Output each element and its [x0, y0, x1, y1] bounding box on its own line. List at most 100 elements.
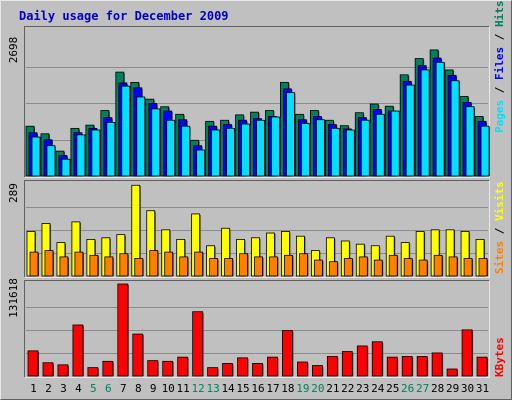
bar-pages-day-19 — [301, 123, 310, 177]
day-label-6: 6 — [105, 382, 112, 395]
bar-kbytes-day-31 — [476, 356, 488, 377]
bar-sites-day-12 — [194, 251, 204, 277]
bar-pages-day-8 — [136, 96, 146, 177]
legend-sites: Sites — [493, 241, 506, 274]
day-label-21: 21 — [326, 382, 339, 395]
bar-kbytes-day-24 — [371, 341, 383, 377]
bar-sites-day-16 — [254, 256, 263, 277]
bar-kbytes-day-13 — [207, 367, 219, 377]
legend-separator: / — [493, 80, 506, 100]
kbytes-bars — [27, 283, 489, 377]
bar-kbytes-day-27 — [416, 356, 428, 377]
day-label-3: 3 — [60, 382, 67, 395]
day-label-10: 10 — [162, 382, 175, 395]
day-label-18: 18 — [281, 382, 294, 395]
bar-pages-day-25 — [390, 110, 400, 177]
bar-sites-day-4 — [74, 251, 84, 277]
bar-sites-day-22 — [343, 258, 353, 277]
bar-pages-day-31 — [480, 125, 490, 177]
bar-pages-day-20 — [315, 119, 325, 177]
day-label-7: 7 — [120, 382, 127, 395]
bar-pages-day-5 — [91, 129, 101, 177]
day-label-29: 29 — [446, 382, 459, 395]
bar-kbytes-day-10 — [162, 360, 174, 377]
day-label-31: 31 — [476, 382, 489, 395]
bar-kbytes-day-2 — [42, 362, 54, 377]
bar-kbytes-day-7 — [117, 283, 129, 377]
day-label-25: 25 — [386, 382, 399, 395]
bar-pages-day-22 — [345, 129, 355, 177]
bar-sites-day-2 — [44, 250, 54, 277]
bar-kbytes-day-28 — [431, 352, 443, 377]
bar-sites-day-10 — [164, 251, 174, 277]
bar-kbytes-day-22 — [341, 351, 353, 377]
bar-kbytes-day-18 — [282, 330, 293, 377]
legend-hits: Hits — [493, 1, 506, 28]
visits-panel-legend: Sites / Visits — [493, 181, 506, 274]
chart-panel-3-border-dark — [24, 280, 490, 378]
bar-kbytes-day-23 — [356, 345, 368, 377]
day-label-16: 16 — [251, 382, 264, 395]
bar-kbytes-day-9 — [147, 360, 159, 377]
bar-kbytes-day-5 — [87, 367, 99, 377]
bar-kbytes-day-3 — [57, 364, 69, 377]
day-label-4: 4 — [75, 382, 82, 395]
chart-panel-2-border-light — [24, 180, 490, 278]
svg-text:Sites / Visits: Sites / Visits — [493, 181, 506, 274]
chart-title: Daily usage for December 2009 — [19, 9, 229, 23]
day-label-9: 9 — [150, 382, 157, 395]
bar-pages-day-28 — [435, 61, 445, 177]
day-label-8: 8 — [135, 382, 142, 395]
day-label-13: 13 — [206, 382, 219, 395]
day-label-17: 17 — [266, 382, 279, 395]
day-label-19: 19 — [296, 382, 309, 395]
bar-sites-day-18 — [284, 254, 293, 277]
hits-panel-legend: Pages / Files / Hits — [493, 1, 506, 134]
kbytes-panel-legend: KBytes — [493, 337, 506, 377]
day-label-24: 24 — [371, 382, 385, 395]
legend-visits: Visits — [493, 181, 506, 221]
day-label-5: 5 — [90, 382, 97, 395]
bar-sites-day-30 — [463, 258, 473, 277]
bar-pages-day-26 — [405, 84, 415, 177]
bar-pages-day-29 — [450, 80, 460, 177]
chart-panel-1-border-dark — [24, 26, 490, 178]
visits-panel-max-label: 289 — [7, 183, 20, 203]
svg-text:Pages / Files / Hits: Pages / Files / Hits — [493, 1, 506, 134]
bar-kbytes-day-26 — [401, 356, 413, 377]
day-label-1: 1 — [30, 382, 37, 395]
bar-sites-day-15 — [239, 253, 248, 277]
bar-sites-day-23 — [358, 256, 368, 277]
day-label-23: 23 — [356, 382, 369, 395]
bar-kbytes-day-16 — [252, 363, 263, 377]
bar-sites-day-8 — [134, 258, 144, 277]
day-label-20: 20 — [311, 382, 324, 395]
bar-sites-day-28 — [433, 254, 443, 277]
day-label-30: 30 — [461, 382, 474, 395]
bar-kbytes-day-1 — [27, 350, 39, 377]
bar-kbytes-day-4 — [72, 324, 84, 377]
bar-pages-day-24 — [375, 113, 385, 177]
bar-sites-day-24 — [373, 259, 383, 277]
bar-pages-day-17 — [271, 116, 280, 177]
bar-sites-day-3 — [59, 256, 69, 277]
bar-pages-day-6 — [106, 122, 116, 177]
hits-panel-max-label: 2698 — [7, 37, 20, 64]
bar-kbytes-day-20 — [311, 365, 323, 377]
bar-pages-day-23 — [360, 119, 370, 177]
bar-kbytes-day-14 — [222, 363, 233, 377]
chart-panel-1-border-light — [24, 26, 490, 178]
legend-separator: / — [493, 27, 506, 47]
bar-sites-day-14 — [224, 258, 233, 277]
bar-sites-day-26 — [403, 258, 413, 277]
bar-sites-day-5 — [89, 254, 99, 277]
day-label-14: 14 — [221, 382, 235, 395]
legend-kbytes: KBytes — [493, 337, 506, 377]
bar-sites-day-29 — [448, 256, 458, 277]
visits-sites-bars — [26, 184, 489, 277]
bar-sites-day-17 — [269, 256, 278, 277]
bar-sites-day-6 — [104, 256, 114, 277]
day-label-11: 11 — [177, 382, 190, 395]
bar-kbytes-day-15 — [237, 357, 248, 377]
